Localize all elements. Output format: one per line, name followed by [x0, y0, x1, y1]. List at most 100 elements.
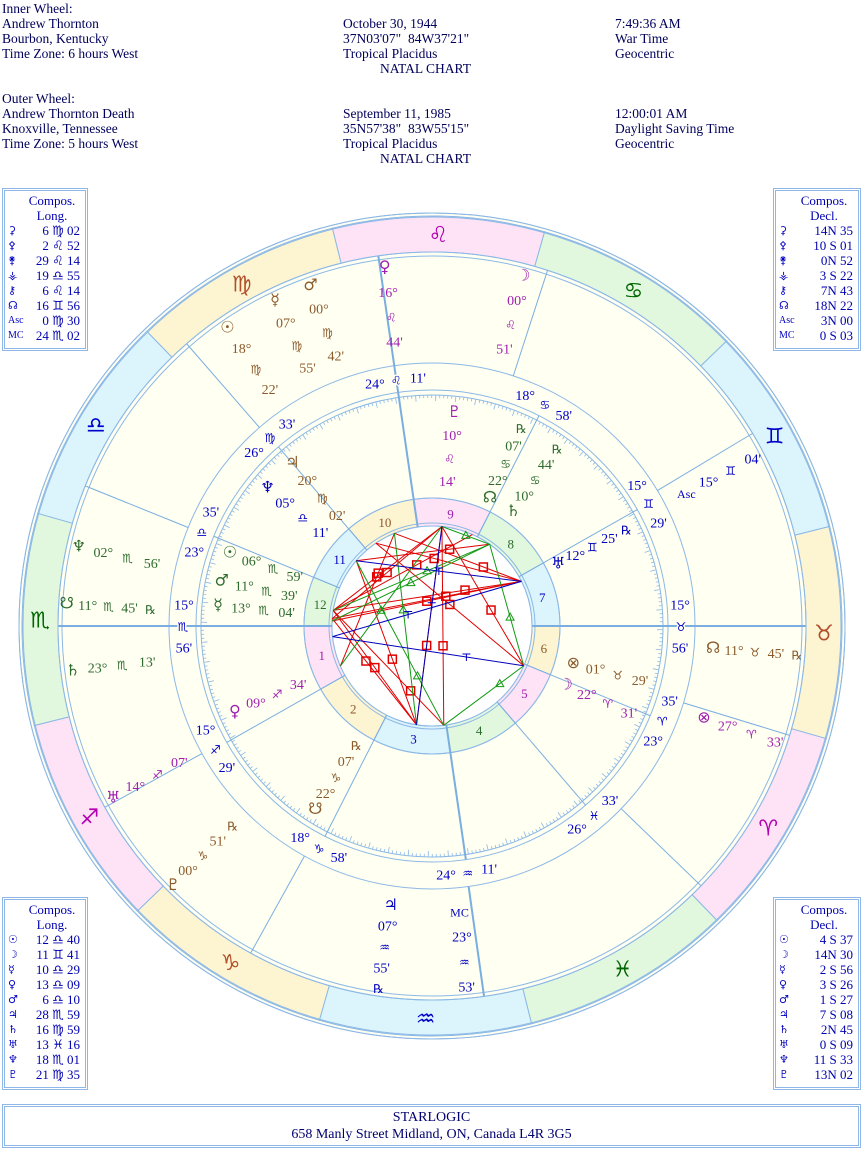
point-glyph-icon: ☽: [779, 948, 789, 961]
degree-tick: [212, 696, 216, 699]
point-glyph-icon: ☉: [8, 933, 18, 946]
degree-tick: [618, 492, 622, 496]
table-value: 0N 52: [820, 253, 853, 268]
cusp-label-min: 35': [203, 506, 220, 521]
inner-time-type: War Time: [615, 31, 669, 46]
planet-glyph-icon: ☊: [706, 638, 720, 657]
house-number: 12: [314, 597, 327, 612]
degree-tick: [212, 554, 216, 557]
table-row: ⚷ 6 ♌ 14: [8, 283, 82, 298]
degree-tick: [395, 397, 397, 404]
degree-tick: [205, 669, 209, 671]
degree-tick: [606, 480, 612, 485]
planet-deg: 11°: [78, 599, 97, 614]
table-row: ♄ 2N 45: [779, 1022, 855, 1037]
degree-tick: [259, 471, 263, 474]
house-cusp-line: [226, 674, 346, 743]
degree-tick: [652, 565, 656, 568]
zodiac-sign-icon: ♎︎: [86, 413, 106, 438]
degree-tick: [571, 443, 575, 447]
degree-tick: [486, 844, 489, 851]
table-value: 7N 43: [820, 283, 853, 298]
degree-tick: [330, 418, 333, 422]
point-glyph-icon: ☊: [779, 299, 789, 312]
zodiac-sign-icon: ♐︎: [80, 805, 100, 830]
degree-tick: [204, 585, 208, 588]
outer-house-line: [186, 343, 260, 428]
degree-tick: [517, 837, 520, 841]
table-row: MC 24 ♏ 02: [8, 328, 82, 343]
aspect-line-red: [441, 526, 445, 726]
zodiac-sign-icon: ♋︎: [624, 279, 644, 304]
table-value: 0 S 03: [819, 328, 853, 343]
table-row: ♆ 18 ♏ 01: [8, 1052, 82, 1067]
planet-min: 04': [278, 606, 295, 621]
degree-tick: [260, 778, 264, 782]
degree-tick: [247, 763, 251, 766]
planet-min: 56': [144, 557, 161, 572]
outer-time: 12:00:01 AM: [615, 106, 688, 121]
zodiac-sign-icon: ♏︎: [30, 609, 50, 634]
square-aspect-marker: [373, 568, 383, 578]
degree-tick: [512, 410, 515, 416]
aspect-line-red: [339, 533, 395, 667]
square-aspect-marker: [422, 596, 432, 606]
degree-tick: [283, 800, 286, 804]
point-glyph-icon: Asc: [779, 315, 795, 326]
degree-tick: [387, 399, 389, 403]
degree-tick: [587, 792, 591, 796]
point-glyph-icon: ⚴: [8, 239, 17, 252]
table-value: 3 S 26: [819, 977, 853, 992]
point-glyph-icon: ⚳: [779, 224, 788, 237]
degree-tick: [254, 772, 258, 775]
aspect-line-green: [339, 526, 443, 667]
degree-tick: [298, 436, 302, 440]
house-cusp-line: [524, 663, 651, 717]
planet-sign: ♉︎: [750, 645, 761, 659]
degree-tick: [265, 782, 271, 787]
planet-min: 51': [496, 342, 513, 357]
degree-tick: [600, 470, 604, 474]
outer-time-type: Daylight Saving Time: [615, 121, 735, 136]
degree-tick: [593, 786, 596, 790]
planet-sign: ♒︎: [379, 941, 390, 955]
planet-min: 51': [209, 834, 226, 849]
degree-tick: [581, 797, 585, 801]
degree-tick: [606, 772, 610, 775]
degree-tick: [216, 543, 222, 546]
cusp-label-min: 29': [219, 761, 236, 776]
table-row: ⚳ 6 ♍ 02: [8, 223, 82, 238]
degree-tick: [642, 706, 648, 709]
degree-tick: [613, 486, 617, 489]
degree-tick: [206, 677, 210, 679]
degree-tick: [207, 680, 214, 683]
outer-place: Knoxville, Tennessee: [2, 121, 118, 136]
cusp-label-sign: ♑︎: [314, 842, 325, 856]
table-title: Compos.: [800, 193, 848, 208]
degree-tick: [273, 456, 277, 460]
planet-deg: 22°: [488, 474, 508, 489]
table-value: 13N 02: [814, 1067, 853, 1082]
planet-sign: ♏︎: [268, 562, 279, 576]
degree-tick: [646, 703, 650, 706]
inner-time: 7:49:36 AM: [615, 16, 681, 31]
degree-tick: [295, 439, 299, 442]
degree-tick: [383, 400, 385, 404]
table-title: Long.: [36, 917, 68, 932]
planet-sign: ♏︎: [117, 659, 128, 673]
point-glyph-icon: ⚶: [8, 269, 18, 282]
degree-tick: [229, 734, 236, 739]
cusp-label-deg: 26°: [567, 822, 587, 837]
outer-center: Geocentric: [615, 136, 675, 151]
degree-tick: [344, 411, 347, 415]
degree-tick: [249, 483, 253, 487]
table-row: ☿ 2 S 56: [779, 962, 855, 977]
aspect-marker: [427, 602, 436, 610]
square-aspect-marker: [421, 640, 432, 651]
point-glyph-icon: ☿: [8, 963, 15, 976]
degree-tick: [524, 414, 527, 418]
planet-deg: 00°: [309, 303, 329, 318]
degree-tick: [552, 429, 555, 433]
planet-retro: ℞: [791, 649, 802, 663]
degree-tick: [638, 721, 642, 724]
